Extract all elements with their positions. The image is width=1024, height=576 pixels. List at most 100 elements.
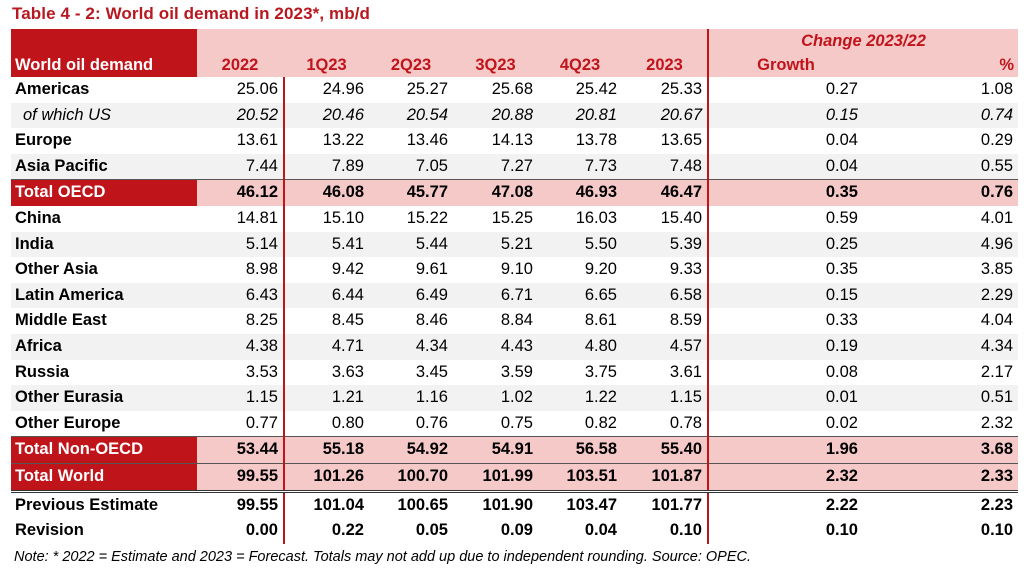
cell-value: 3.75 xyxy=(584,362,617,381)
cell-value: 1.08 xyxy=(980,80,1014,98)
row-label: Total World xyxy=(11,462,197,492)
cell-value: 25.06 xyxy=(197,77,285,103)
table-row: Total World 99.55 101.26 100.70 101.99 103.51… xyxy=(11,462,1019,492)
cell-value: 101.04 xyxy=(284,489,369,519)
cell-value: 8.98 xyxy=(197,257,285,283)
table-row: Asia Pacific 7.44 7.89 7.05 7.27 7.73 7.48 0.04… xyxy=(11,153,1019,180)
row-label: Latin America xyxy=(11,282,197,309)
cell-value: 4.80 xyxy=(538,333,622,360)
cell-value: 0.01 xyxy=(708,385,863,411)
cell-value: 3.61 xyxy=(622,359,709,386)
header-row-columns: World oil demand 2022 1Q23 2Q23 3Q23 4Q2… xyxy=(11,53,1019,77)
cell-value: 100.70 xyxy=(369,462,453,492)
cell-value: 0.10 xyxy=(622,518,709,544)
cell-value: 53.44 xyxy=(197,436,285,464)
cell-value: 55.18 xyxy=(284,436,369,464)
cell-value: 20.52 xyxy=(197,102,285,129)
cell-value: 15.25 xyxy=(491,208,533,227)
cell-value: 3.68 xyxy=(863,436,1019,464)
cell-value: 0.10 xyxy=(980,521,1014,540)
table-row: India 5.14 5.41 5.44 5.21 5.50 5.39 0.25 4.96 xyxy=(11,231,1019,258)
cell-value: 8.46 xyxy=(415,311,448,330)
cell-value: 46.47 xyxy=(622,179,709,206)
cell-value: 0.77 xyxy=(197,410,285,437)
cell-value: 99.55 xyxy=(197,489,285,519)
row-label: Africa xyxy=(11,333,197,360)
cell-value: 20.88 xyxy=(453,102,538,129)
cell-value: 15.10 xyxy=(322,208,364,227)
cell-value: 5.39 xyxy=(622,231,709,258)
cell-value: 13.22 xyxy=(322,131,364,150)
col-header-2022: 2022 xyxy=(197,53,284,77)
cell-value: 13.61 xyxy=(197,128,285,154)
cell-value: 0.76 xyxy=(863,179,1019,206)
cell-value: 8.84 xyxy=(500,311,533,330)
cell-value: 99.55 xyxy=(197,462,285,492)
cell-value: 100.65 xyxy=(369,489,453,519)
cell-value: 14.13 xyxy=(491,131,533,150)
cell-value: 20.54 xyxy=(369,102,453,129)
cell-value: 0.04 xyxy=(708,153,863,180)
row-label: Asia Pacific xyxy=(11,153,197,180)
cell-value: 5.50 xyxy=(538,231,622,258)
row-label: Middle East xyxy=(15,311,107,330)
cell-value: 7.27 xyxy=(453,153,538,180)
cell-value: 7.44 xyxy=(197,153,285,180)
cell-value: 4.01 xyxy=(980,208,1014,227)
table-body: Americas 25.06 24.96 25.27 25.68 25.42 25.33 0.… xyxy=(11,77,1019,544)
header-row-group: Change 2023/22 xyxy=(11,29,1019,53)
cell-value: 1.22 xyxy=(538,385,622,411)
cell-value: 0.27 xyxy=(825,80,858,98)
table-note: Note: * 2022 = Estimate and 2023 = Forec… xyxy=(14,549,752,565)
table-row: of which US 20.52 20.46 20.54 20.88 20.81 20.6… xyxy=(11,102,1019,129)
cell-value: 1.02 xyxy=(453,385,538,411)
cell-value: 9.10 xyxy=(500,260,533,279)
cell-value: 103.51 xyxy=(538,462,622,492)
col-header-2023: 2023 xyxy=(622,53,709,77)
cell-value: 0.78 xyxy=(622,410,709,437)
cell-value: 4.43 xyxy=(453,333,538,360)
row-label: of which US xyxy=(11,102,197,129)
cell-value: 47.08 xyxy=(453,179,538,206)
cell-value: 25.33 xyxy=(622,77,709,103)
row-label: Europe xyxy=(15,131,72,150)
cell-value: 6.71 xyxy=(453,282,538,309)
cell-value: 101.87 xyxy=(622,462,709,492)
cell-value: 16.03 xyxy=(575,208,617,227)
cell-value: 46.12 xyxy=(197,179,285,206)
cell-value: 0.22 xyxy=(331,521,364,540)
table-row: Middle East 8.25 8.45 8.46 8.84 8.61 8.59 0.33 4… xyxy=(11,308,1018,334)
cell-value: 6.43 xyxy=(197,282,285,309)
cell-value: 9.33 xyxy=(622,257,709,283)
cell-value: 0.75 xyxy=(500,413,533,432)
cell-value: 20.67 xyxy=(622,102,709,129)
cell-value: 0.35 xyxy=(825,260,858,279)
cell-value: 0.15 xyxy=(708,282,863,309)
cell-value: 5.41 xyxy=(284,231,369,258)
cell-value: 0.76 xyxy=(415,413,448,432)
cell-value: 25.27 xyxy=(406,80,448,98)
cell-value: 4.04 xyxy=(980,311,1014,330)
table-row: Total Non-OECD 53.44 55.18 54.92 54.91 56.58 5… xyxy=(11,436,1019,464)
table-row: Total OECD 46.12 46.08 45.77 47.08 46.93 46.47… xyxy=(11,179,1019,206)
cell-value: 9.42 xyxy=(331,260,364,279)
cell-value: 4.57 xyxy=(622,333,709,360)
cell-value: 0.09 xyxy=(500,521,533,540)
table-row: Other Europe 0.77 0.80 0.76 0.75 0.82 0.78 0.02… xyxy=(11,410,1018,437)
cell-value: 13.65 xyxy=(622,128,709,154)
cell-value: 2.33 xyxy=(863,462,1019,492)
col-header-1q23: 1Q23 xyxy=(284,53,369,77)
cell-value: 1.15 xyxy=(197,385,285,411)
cell-value: 6.49 xyxy=(369,282,453,309)
cell-value: 5.44 xyxy=(369,231,453,258)
cell-value: 101.99 xyxy=(453,462,538,492)
cell-value: 45.77 xyxy=(369,179,453,206)
cell-value: 3.53 xyxy=(197,359,285,386)
table-row: Russia 3.53 3.63 3.45 3.59 3.75 3.61 0.08 2.17 xyxy=(11,359,1018,386)
cell-value: 8.25 xyxy=(197,308,285,334)
cell-value: 5.14 xyxy=(197,231,285,258)
cell-value: 2.23 xyxy=(863,489,1019,519)
cell-value: 3.59 xyxy=(500,362,533,381)
col-header-percent: % xyxy=(863,53,1019,77)
table-row: China 14.81 15.10 15.22 15.25 16.03 15.40 0.59 4… xyxy=(11,205,1018,232)
